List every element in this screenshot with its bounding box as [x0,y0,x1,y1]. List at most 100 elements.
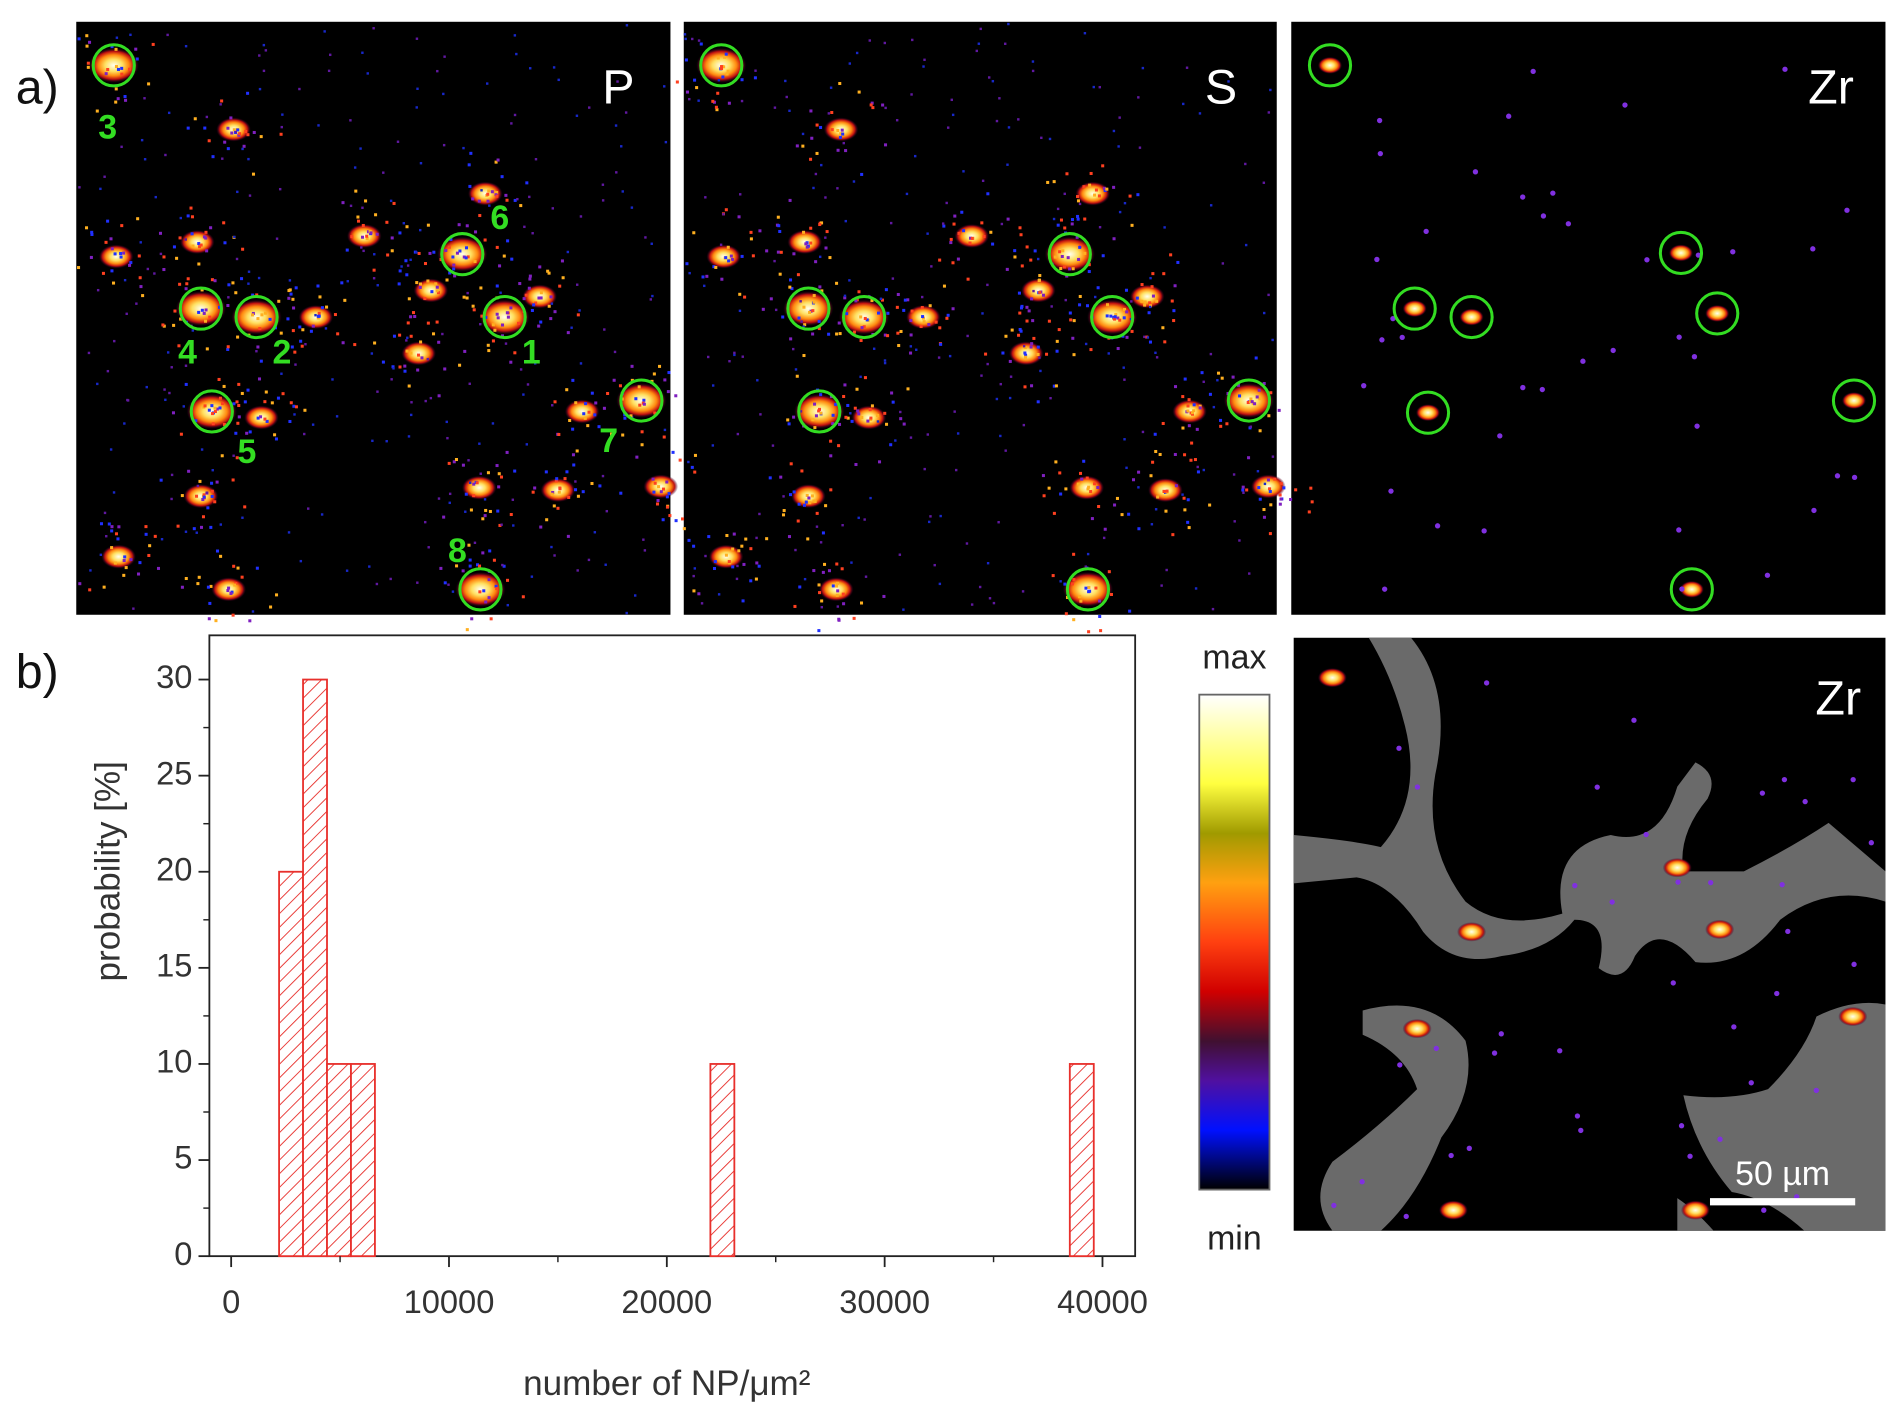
noise-dot [941,222,945,225]
noise-dot [442,143,446,147]
noise-dot [818,591,822,595]
noise-dot [501,323,505,327]
noise-dot [731,565,735,569]
noise-dot [1052,511,1056,515]
noise-dot [227,586,231,590]
noise-dot [803,323,807,327]
noise-dot [897,344,901,348]
noise-dot [231,281,235,285]
noise-dot [435,289,439,293]
noise-dot [890,391,894,395]
noise-dot [1149,305,1152,309]
noise-dot [191,244,195,248]
noise-dot [1049,396,1052,400]
noise-dot [803,577,807,581]
noise-dot [601,183,605,186]
noise-dot [1001,351,1005,355]
noise-dot [1056,207,1060,211]
noise-dot [240,391,244,395]
noise-dot [232,454,235,457]
noise-dot [811,332,815,336]
noise-dot [209,226,213,230]
noise-dot [792,415,796,419]
noise-dot [883,41,887,45]
noise-dot [575,114,579,117]
noise-dot [604,563,607,566]
noise-dot [878,460,882,464]
noise-dot [200,308,204,312]
noise-dot [749,237,753,241]
noise-dot [197,575,201,579]
noise-dot [736,564,739,568]
blob [98,244,134,269]
noise-dot [1181,395,1185,399]
noise-dot [426,357,430,361]
noise-dot [1096,485,1100,489]
noise-dot [1267,414,1271,418]
noise-dot [246,133,250,137]
noise-dot [1257,388,1261,392]
noise-dot [1084,586,1088,590]
noise-dot [506,578,510,582]
noise-dot [724,52,728,56]
noise-dot [197,242,201,246]
noise-dot [1087,270,1091,274]
noise [77,22,1874,1220]
noise-dot [923,467,926,471]
noise-dot [1249,400,1253,404]
noise-dot [951,113,955,117]
noise-dot [1083,32,1087,35]
noise-dot [1082,185,1086,189]
noise-dot [1036,345,1040,349]
noise-dot [794,368,798,371]
noise-dot [798,585,802,589]
noise-dot [385,220,389,224]
noise-dot [215,407,219,411]
noise-dot [1211,607,1215,611]
noise-dot [1109,592,1113,597]
noise-dot [601,199,605,202]
noise-dot [1063,192,1066,196]
noise-dot [857,516,860,520]
noise-dot [841,592,845,596]
noise-dot [349,119,352,122]
noise-dot [392,201,396,205]
blob [1438,1200,1468,1220]
noise-dot [817,583,821,587]
noise-dot [465,628,469,632]
noise-dot [789,462,793,466]
noise-dot [707,355,710,359]
noise-dot [667,492,671,496]
noise-dot [1046,180,1050,184]
noise-dot [1097,504,1101,509]
noise-dot [707,535,711,539]
noise-dot [663,85,666,88]
noise-dot [448,501,451,505]
noise-dot [474,230,478,234]
noise-dot [287,296,291,300]
noise-dot [502,564,506,568]
noise-dot [838,332,842,336]
noise-dot [634,397,638,401]
noise-dot [403,369,407,373]
noise-dot [523,225,526,229]
noise-dot [938,258,942,262]
noise-dot [1038,274,1042,278]
noise-dot [1238,394,1242,398]
noise-dot [534,301,538,305]
noise-dot [1109,314,1113,318]
noise-dot [649,298,653,301]
noise-dot [110,525,114,529]
noise-dot [835,593,839,597]
noise-dot [217,377,221,381]
noise-dot [807,496,811,500]
noise-dot [123,95,127,99]
noise-dot [644,236,647,239]
noise-dot [311,423,315,426]
noise-dot [1063,582,1067,586]
noise-dot [814,414,818,418]
noise-dot [386,253,390,257]
noise-dot [819,125,823,129]
noise-dot [651,477,655,481]
noise-dot [883,361,887,365]
